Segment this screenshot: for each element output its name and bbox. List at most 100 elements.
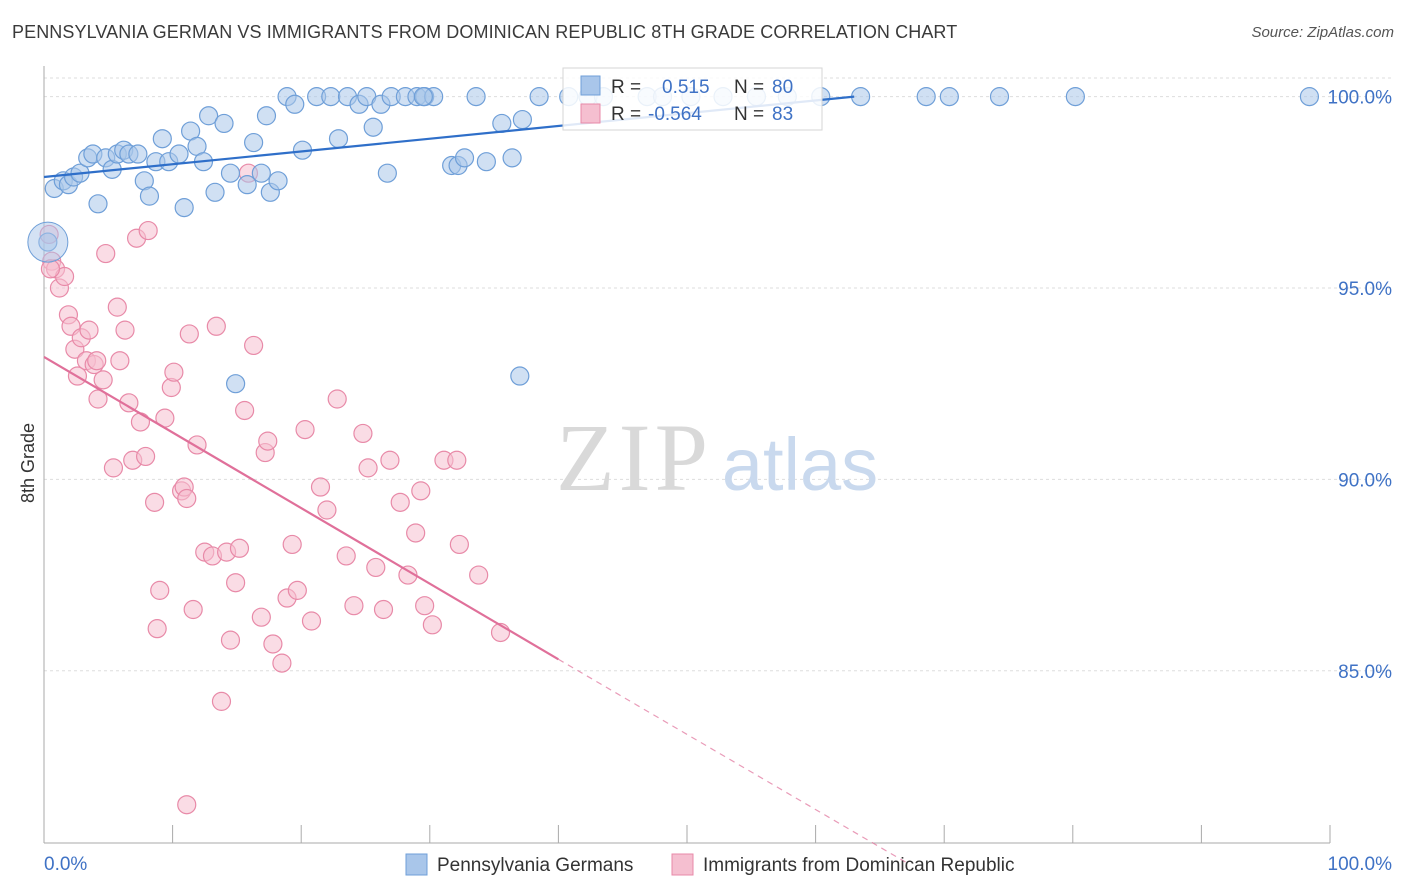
y-tick-label: 85.0% xyxy=(1338,662,1392,683)
data-point-dominican xyxy=(119,393,139,413)
data-point-dominican xyxy=(144,492,165,512)
data-point-dominican xyxy=(336,546,356,566)
data-point-pennsylvania xyxy=(502,148,522,168)
data-point-dominican xyxy=(211,691,232,711)
data-point-pennsylvania xyxy=(454,148,475,168)
x-tick-label-min: 0.0% xyxy=(44,854,87,875)
data-point-pennsylvania xyxy=(199,106,219,126)
watermark-atlas: atlas xyxy=(722,423,878,506)
data-point-dominican xyxy=(263,634,283,654)
data-point-dominican xyxy=(164,362,184,382)
data-point-dominican xyxy=(251,607,271,627)
data-point-pennsylvania xyxy=(237,175,257,195)
data-point-dominican xyxy=(87,351,107,371)
data-point-pennsylvania xyxy=(476,152,496,172)
stats-r-value-blue: 0.515 xyxy=(662,77,710,98)
data-point-dominican xyxy=(406,523,426,543)
series-pennsylvania-points xyxy=(27,87,1320,394)
data-point-dominican xyxy=(130,412,151,432)
data-point-dominican xyxy=(229,538,250,558)
data-point-pennsylvania xyxy=(226,374,246,394)
data-point-dominican xyxy=(287,580,307,600)
data-point-pennsylvania xyxy=(989,87,1010,107)
data-point-dominican xyxy=(344,596,364,616)
data-point-dominican xyxy=(258,431,278,451)
y-axis-label: 8th Grade xyxy=(18,423,38,503)
stats-legend-swatch-blue xyxy=(580,75,601,96)
data-point-dominican xyxy=(295,420,315,440)
trend-line-dominican-extension xyxy=(558,658,906,863)
data-point-pennsylvania xyxy=(251,163,271,183)
data-point-dominican xyxy=(317,500,337,520)
data-point-pennsylvania xyxy=(466,87,486,107)
trend-line-dominican xyxy=(43,355,559,661)
data-point-pennsylvania xyxy=(851,87,871,107)
watermark: ZIP atlas xyxy=(556,404,878,511)
data-point-dominican xyxy=(115,320,135,340)
data-point-dominican xyxy=(447,450,467,470)
data-point-dominican xyxy=(373,599,394,620)
data-point-pennsylvania xyxy=(512,109,532,130)
data-point-pennsylvania xyxy=(256,106,277,126)
series-legend: Pennsylvania Germans Immigrants from Dom… xyxy=(405,853,1015,876)
data-point-pennsylvania xyxy=(1065,87,1085,107)
data-point-pennsylvania xyxy=(205,182,225,202)
stats-legend: R = 0.515 N = 80 R = -0.564 N = 83 xyxy=(562,67,823,131)
data-point-dominican xyxy=(206,316,226,336)
data-point-pennsylvania xyxy=(285,94,305,114)
data-point-pennsylvania xyxy=(88,194,108,214)
axes xyxy=(43,66,1331,844)
data-point-pennsylvania xyxy=(128,144,148,164)
data-point-dominican xyxy=(415,596,435,616)
data-point-dominican xyxy=(282,534,302,555)
stats-n-value-blue: 80 xyxy=(772,77,793,98)
chart-title: PENNSYLVANIA GERMAN VS IMMIGRANTS FROM D… xyxy=(12,22,958,42)
data-point-dominican xyxy=(449,534,469,555)
data-point-pennsylvania xyxy=(244,132,264,153)
data-point-pennsylvania-large xyxy=(27,221,69,263)
data-point-pennsylvania xyxy=(363,117,383,137)
data-point-dominican xyxy=(103,458,124,478)
stats-r-label-blue: R = xyxy=(611,77,641,98)
data-point-dominican xyxy=(220,630,241,650)
data-point-pennsylvania xyxy=(529,87,549,107)
data-point-dominican xyxy=(411,481,431,501)
y-tick-label: 100.0% xyxy=(1328,88,1393,109)
y-tick-label: 95.0% xyxy=(1338,279,1392,300)
stats-legend-frame xyxy=(562,67,823,131)
data-point-pennsylvania xyxy=(377,163,397,183)
stats-n-label-pink: N = xyxy=(734,104,764,125)
data-point-dominican xyxy=(93,370,113,390)
data-point-pennsylvania xyxy=(220,163,241,183)
data-point-dominican xyxy=(96,243,116,264)
data-point-dominican xyxy=(272,653,292,673)
chart-source: Source: ZipAtlas.com xyxy=(1251,24,1394,41)
data-point-pennsylvania xyxy=(139,186,160,206)
stats-legend-swatch-pink xyxy=(580,103,601,124)
data-point-pennsylvania xyxy=(939,87,959,107)
data-point-dominican xyxy=(40,259,61,279)
legend-swatch-dominican xyxy=(671,853,694,876)
legend-label-pennsylvania: Pennsylvania Germans xyxy=(437,855,633,876)
series-dominican-points xyxy=(39,163,511,815)
data-point-pennsylvania xyxy=(492,113,512,134)
legend-swatch-pennsylvania xyxy=(405,853,428,876)
stats-r-label-pink: R = xyxy=(611,104,641,125)
data-point-dominican xyxy=(469,565,489,585)
data-point-dominican xyxy=(88,389,108,409)
data-point-pennsylvania xyxy=(174,198,194,218)
data-point-pennsylvania xyxy=(321,87,341,107)
data-point-pennsylvania xyxy=(1299,87,1320,107)
data-point-dominican xyxy=(310,477,331,497)
y-tick-label: 90.0% xyxy=(1338,470,1392,491)
data-point-dominican xyxy=(79,320,99,340)
data-point-dominican xyxy=(183,599,203,620)
x-tick-label-max: 100.0% xyxy=(1328,854,1393,875)
data-point-dominican xyxy=(380,450,400,470)
data-point-dominican xyxy=(226,573,246,593)
legend-label-dominican: Immigrants from Dominican Republic xyxy=(703,855,1015,876)
data-point-pennsylvania xyxy=(510,366,530,386)
stats-r-value-pink: -0.564 xyxy=(648,104,702,125)
data-point-dominican xyxy=(353,423,373,444)
